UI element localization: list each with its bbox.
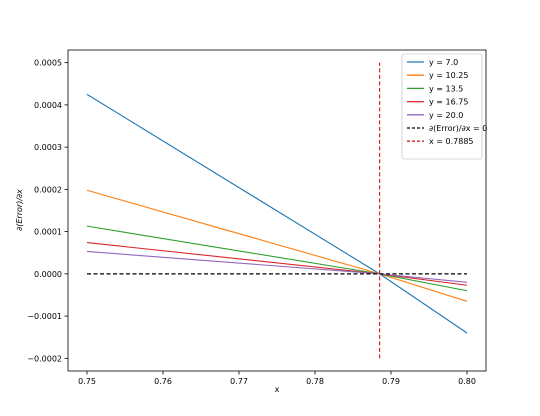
y-tick-label: 0.0003 [34,143,62,152]
y-axis-label: ∂(Error)/∂x [15,189,24,231]
y-tick-label: 0.0000 [34,270,62,279]
legend-label: y = 7.0 [429,58,458,67]
y-tick-label: −0.0001 [27,312,62,321]
legend-label: ∂(Error)/∂x = 0 [429,124,487,133]
legend-label: y = 13.5 [429,84,463,93]
x-tick-label: 0.80 [458,377,476,386]
y-tick-label: 0.0002 [34,185,62,194]
legend-label: y = 20.0 [429,111,463,120]
plot-frame [67,49,487,372]
reference-lines-layer [87,62,467,359]
legend-label: y = 10.25 [429,71,468,80]
x-tick-label: 0.78 [306,377,324,386]
y-tick-label: 0.0005 [34,59,62,68]
x-tick-label: 0.75 [78,377,96,386]
x-ticks: 0.75 0.76 0.77 0.78 0.79 0.80 [78,371,476,386]
legend-box [401,53,483,160]
legend-entries: y = 7.0 y = 10.25 y = 13.5 y = 16.75 y = 20.… [407,58,487,146]
x-tick-label: 0.79 [382,377,400,386]
x-axis-label: x [275,385,280,394]
x-tick-label: 0.77 [230,377,248,386]
legend: y = 7.0 y = 10.25 y = 13.5 y = 16.75 y = 20.… [401,53,487,160]
legend-label: x = 0.7885 [429,137,474,146]
y-tick-label: −0.0002 [27,354,62,363]
y-tick-label: 0.0001 [34,228,62,237]
y-ticks: −0.0002 −0.0001 0.0000 0.0001 0.0002 0.0003 0.… [27,59,68,363]
legend-label: y = 16.75 [429,98,468,107]
x-tick-label: 0.76 [154,377,172,386]
y-tick-label: 0.0004 [34,101,62,110]
